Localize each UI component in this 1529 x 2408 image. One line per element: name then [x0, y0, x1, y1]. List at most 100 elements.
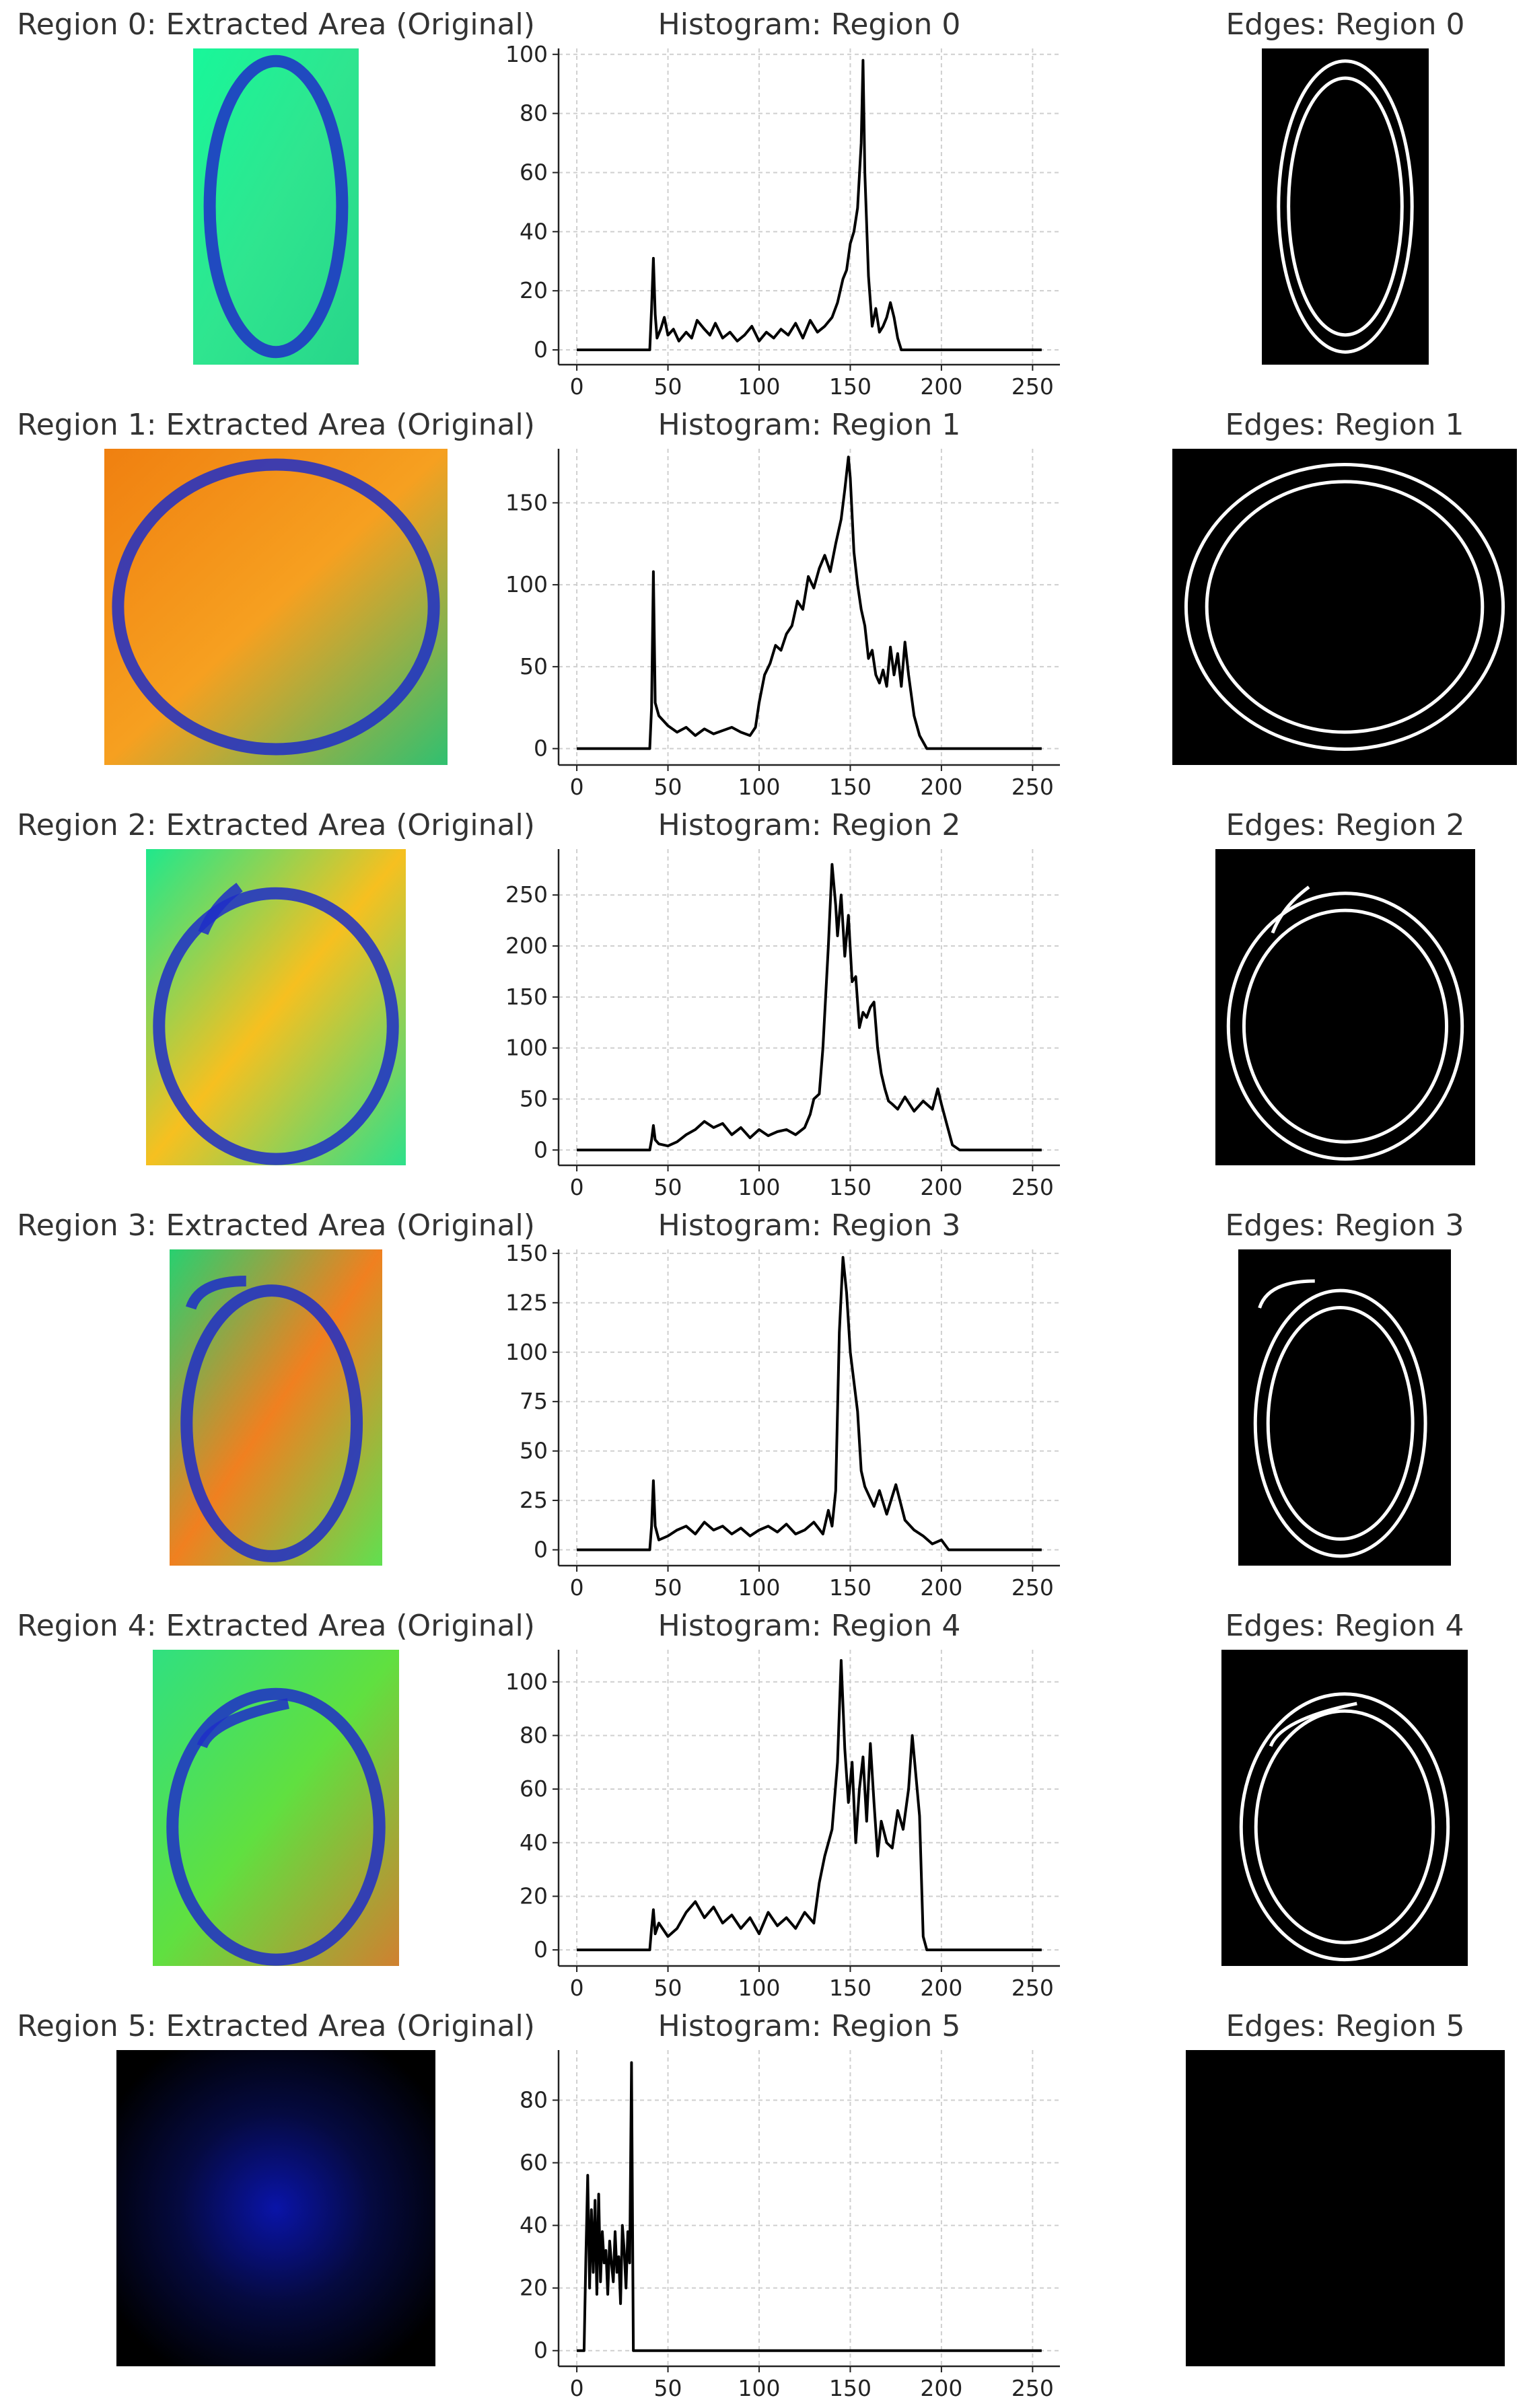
y-tick-label: 250 — [505, 881, 548, 908]
edge-contour — [1277, 59, 1414, 354]
x-tick-label: 200 — [920, 774, 962, 800]
edge-hook — [1269, 1702, 1357, 1747]
x-tick-label: 0 — [570, 1975, 584, 2001]
x-tick-label: 250 — [1011, 2375, 1054, 2401]
original-title-2: Region 2: Extracted Area (Original) — [17, 808, 535, 842]
ink-stroke — [180, 1284, 363, 1562]
x-tick-label: 0 — [570, 1174, 584, 1200]
y-tick-label: 20 — [520, 2275, 548, 2301]
y-tick-label: 80 — [520, 100, 548, 126]
y-tick-label: 25 — [520, 1487, 548, 1513]
original-title-0: Region 0: Extracted Area (Original) — [17, 7, 535, 42]
histogram-0: Histogram: Region 0 0 50 100 150 200 250 0 20 40 6… — [505, 7, 1060, 400]
y-tick-label: 125 — [505, 1289, 548, 1315]
y-tick-label: 20 — [520, 277, 548, 303]
histogram-3: Histogram: Region 3 0 50 100 150 200 250 0 25 50 7… — [505, 1208, 1060, 1601]
x-tick-label: 200 — [920, 2375, 962, 2401]
edges-image-1 — [1172, 449, 1517, 765]
original-image-0 — [193, 48, 359, 365]
y-tick-label: 100 — [505, 571, 548, 597]
original-title-3: Region 3: Extracted Area (Original) — [17, 1208, 535, 1243]
y-tick-label: 40 — [520, 218, 548, 244]
y-tick-label: 100 — [505, 1035, 548, 1061]
ink-stroke — [153, 887, 399, 1165]
x-tick-label: 100 — [738, 1975, 781, 2001]
ink-stroke — [166, 1687, 386, 1966]
y-tick-label: 75 — [520, 1388, 548, 1414]
edges-title-0: Edges: Region 0 — [1225, 7, 1464, 42]
x-tick-label: 250 — [1011, 774, 1054, 800]
x-tick-label: 0 — [570, 774, 584, 800]
histogram-title-5: Histogram: Region 5 — [658, 2009, 961, 2043]
original-image-2 — [146, 849, 406, 1165]
histogram-title-4: Histogram: Region 4 — [658, 1609, 961, 1643]
y-tick-label: 40 — [520, 2212, 548, 2238]
x-tick-label: 50 — [654, 1174, 682, 1200]
histogram-line-0 — [577, 59, 1042, 351]
x-tick-label: 150 — [829, 1574, 872, 1601]
x-tick-label: 250 — [1011, 1174, 1054, 1200]
edges-title-3: Edges: Region 3 — [1225, 1208, 1464, 1243]
histogram-line-2 — [577, 863, 1042, 1152]
edges-image-2 — [1215, 849, 1475, 1165]
original-image-5 — [116, 2050, 435, 2366]
y-tick-label: 80 — [520, 2086, 548, 2113]
y-tick-label: 60 — [520, 2150, 548, 2176]
histogram-title-0: Histogram: Region 0 — [658, 7, 961, 42]
y-tick-label: 200 — [505, 933, 548, 959]
edges-image-5 — [1186, 2050, 1505, 2366]
histogram-line-4 — [577, 1658, 1042, 1952]
original-title-1: Region 1: Extracted Area (Original) — [17, 408, 535, 442]
histogram-line-3 — [577, 1255, 1042, 1552]
edges-image-fill — [1238, 1249, 1451, 1566]
x-tick-label: 100 — [738, 774, 781, 800]
edge-hook — [1258, 1279, 1315, 1309]
edge-contour — [1184, 463, 1505, 751]
y-tick-label: 0 — [534, 336, 548, 363]
x-tick-label: 150 — [829, 373, 872, 400]
x-tick-label: 150 — [829, 1174, 872, 1200]
y-tick-label: 60 — [520, 159, 548, 185]
x-tick-label: 250 — [1011, 1574, 1054, 1601]
ink-hook — [198, 882, 243, 935]
original-image-fill — [193, 48, 359, 365]
original-title-5: Region 5: Extracted Area (Original) — [17, 2009, 535, 2043]
edge-hook — [1271, 885, 1310, 934]
y-tick-label: 100 — [505, 1339, 548, 1365]
histogram-1: Histogram: Region 1 0 50 100 150 200 250 0 50 100… — [505, 408, 1060, 800]
x-tick-label: 150 — [829, 774, 872, 800]
y-tick-label: 80 — [520, 1722, 548, 1748]
original-image-3 — [170, 1249, 382, 1566]
edges-image-fill — [1221, 1650, 1468, 1966]
x-tick-label: 150 — [829, 2375, 872, 2401]
histogram-title-2: Histogram: Region 2 — [658, 808, 961, 842]
ink-stroke — [203, 54, 349, 359]
edges-title-5: Edges: Region 5 — [1225, 2009, 1464, 2043]
x-tick-label: 0 — [570, 2375, 584, 2401]
x-tick-label: 250 — [1011, 1975, 1054, 2001]
x-tick-label: 0 — [570, 1574, 584, 1601]
histogram-5: Histogram: Region 5 0 50 100 150 200 250 0 20 40 6… — [520, 2009, 1060, 2401]
edge-contour — [1287, 76, 1404, 337]
x-tick-label: 0 — [570, 373, 584, 400]
edge-contour — [1253, 1288, 1427, 1558]
x-tick-label: 100 — [738, 373, 781, 400]
y-tick-label: 0 — [534, 1537, 548, 1563]
edges-image-fill — [1172, 449, 1517, 765]
edges-image-0 — [1262, 48, 1429, 365]
x-tick-label: 200 — [920, 373, 962, 400]
edge-contour — [1242, 908, 1449, 1144]
y-tick-label: 150 — [505, 1240, 548, 1266]
x-tick-label: 50 — [654, 1975, 682, 2001]
edge-contour — [1239, 1692, 1450, 1962]
ink-stroke — [112, 458, 440, 756]
y-tick-label: 150 — [505, 984, 548, 1010]
y-tick-label: 0 — [534, 2337, 548, 2364]
row-1: Region 1: Extracted Area (Original) Edges… — [17, 408, 1517, 800]
edges-title-2: Edges: Region 2 — [1225, 808, 1464, 842]
x-tick-label: 50 — [654, 774, 682, 800]
ink-hook — [197, 1698, 289, 1749]
x-tick-label: 250 — [1011, 373, 1054, 400]
x-tick-label: 200 — [920, 1174, 962, 1200]
row-2: Region 2: Extracted Area (Original) Edges… — [17, 808, 1475, 1200]
